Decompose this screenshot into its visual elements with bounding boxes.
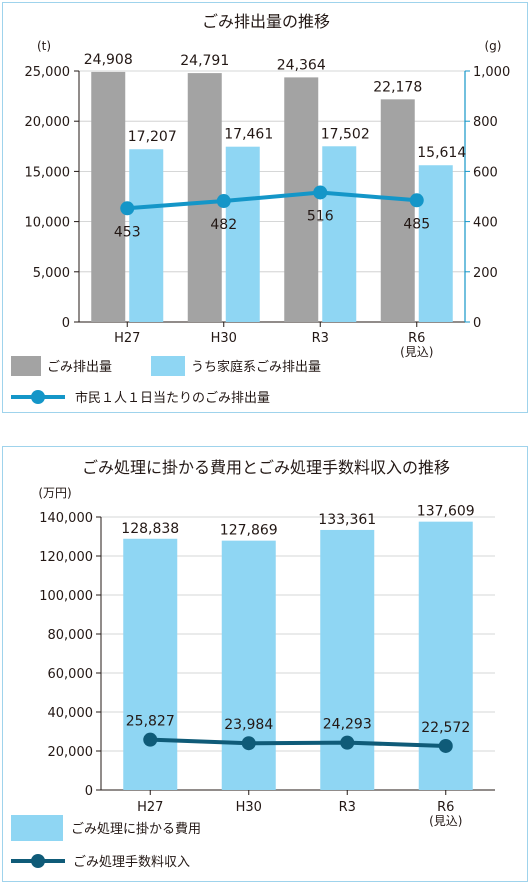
data-label-disposal-cost: 137,609 xyxy=(417,504,475,520)
legend-marker-fee-revenue xyxy=(31,854,45,868)
point-fee-revenue xyxy=(241,736,256,751)
legend-label-total-waste: ごみ排出量 xyxy=(47,359,112,375)
chart-panel-waste-volume: ごみ排出量の推移 (t) (g) 0 5,000 10,000 15,000 20,000 25… xyxy=(2,2,528,413)
chart-panel-disposal-cost: ごみ処理に掛かる費用とごみ処理手数料収入の推移 (万円) 0 20,000 40,000… xyxy=(2,446,528,882)
x-tick-label: R3 xyxy=(339,800,356,815)
x-tick-sublabel: (見込) xyxy=(400,345,433,359)
line-fee-revenue xyxy=(150,737,446,748)
bar-total-waste xyxy=(380,99,415,322)
data-label-per-capita-waste: 485 xyxy=(403,216,430,232)
data-label-household-waste: 15,614 xyxy=(417,145,466,161)
data-label-total-waste: 22,178 xyxy=(373,79,422,95)
bar-household-waste xyxy=(322,146,357,322)
y-tick-label: 100,000 xyxy=(39,589,93,604)
data-label-disposal-cost: 128,838 xyxy=(121,521,179,537)
y-tick-label: 20,000 xyxy=(48,745,94,760)
y-tick-label: 80,000 xyxy=(48,628,94,643)
chart-waste-volume: ごみ排出量の推移 (t) (g) 0 5,000 10,000 15,000 20,000 25… xyxy=(11,12,510,406)
data-label-per-capita-waste: 453 xyxy=(114,224,141,240)
data-label-household-waste: 17,502 xyxy=(321,126,370,142)
y-axis-unit-label: (万円) xyxy=(38,486,71,500)
data-label-total-waste: 24,908 xyxy=(84,52,133,68)
y2-tick-label: 0 xyxy=(473,316,481,331)
data-label-per-capita-waste: 516 xyxy=(307,208,334,224)
bar-total-waste xyxy=(91,71,126,323)
y-tick-label: 140,000 xyxy=(39,511,93,526)
bar-total-waste xyxy=(284,77,319,322)
y-tick-label: 40,000 xyxy=(48,706,94,721)
x-tick-label: H30 xyxy=(236,800,262,815)
legend-swatch-total-waste xyxy=(11,356,41,376)
chart-disposal-cost: ごみ処理に掛かる費用とごみ処理手数料収入の推移 (万円) 0 20,000 40,000… xyxy=(11,458,495,870)
y2-axis-unit-label: (g) xyxy=(485,39,502,53)
y-tick-label: 10,000 xyxy=(25,216,71,231)
data-label-household-waste: 17,207 xyxy=(128,129,177,145)
legend-label-per-capita-waste: 市民１人１日当たりのごみ排出量 xyxy=(75,390,270,406)
y-tick-label: 120,000 xyxy=(39,550,93,565)
bar-disposal-cost xyxy=(123,538,178,790)
point-per-capita-waste xyxy=(216,194,231,209)
data-label-household-waste: 17,461 xyxy=(224,127,273,143)
bar-household-waste xyxy=(418,165,453,322)
line-per-capita-waste xyxy=(127,190,417,211)
y-tick-label: 5,000 xyxy=(33,266,70,281)
point-fee-revenue xyxy=(340,735,355,750)
x-tick-sublabel: (見込) xyxy=(429,814,462,828)
x-tick-label: H30 xyxy=(211,331,237,346)
point-per-capita-waste xyxy=(313,185,328,200)
bar-total-waste xyxy=(187,73,222,322)
chart-title: ごみ処理に掛かる費用とごみ処理手数料収入の推移 xyxy=(82,458,450,477)
point-fee-revenue xyxy=(143,732,158,747)
data-label-disposal-cost: 133,361 xyxy=(318,512,376,528)
y2-tick-label: 400 xyxy=(473,216,498,231)
bar-disposal-cost xyxy=(320,529,375,790)
data-label-total-waste: 24,364 xyxy=(277,57,326,73)
legend-label-disposal-cost: ごみ処理に掛かる費用 xyxy=(71,821,201,837)
bar-household-waste xyxy=(129,149,164,322)
data-label-fee-revenue: 22,572 xyxy=(421,720,470,736)
data-label-disposal-cost: 127,869 xyxy=(220,523,278,539)
legend-swatch-disposal-cost xyxy=(11,815,63,841)
y2-tick-label: 600 xyxy=(473,165,498,180)
y-tick-label: 0 xyxy=(62,316,70,331)
data-label-fee-revenue: 25,827 xyxy=(126,714,175,730)
chart-title: ごみ排出量の推移 xyxy=(202,12,330,31)
legend-label-household-waste: うち家庭系ごみ排出量 xyxy=(191,359,321,375)
x-tick-label: H27 xyxy=(114,331,140,346)
y2-tick-label: 800 xyxy=(473,115,498,130)
x-tick-label: R6 xyxy=(437,800,454,815)
point-fee-revenue xyxy=(438,738,453,753)
x-tick-label: R3 xyxy=(312,331,329,346)
data-label-total-waste: 24,791 xyxy=(180,53,229,69)
y2-tick-label: 200 xyxy=(473,266,498,281)
point-per-capita-waste xyxy=(409,193,424,208)
bar-disposal-cost xyxy=(221,540,276,790)
data-label-fee-revenue: 24,293 xyxy=(323,717,372,733)
x-tick-label: R6 xyxy=(408,331,425,346)
y-tick-label: 0 xyxy=(85,784,93,799)
y-tick-label: 60,000 xyxy=(48,667,94,682)
legend-marker-per-capita-waste xyxy=(31,390,45,404)
legend-label-fee-revenue: ごみ処理手数料収入 xyxy=(73,854,190,870)
y-tick-label: 25,000 xyxy=(25,65,71,80)
y-tick-label: 15,000 xyxy=(25,165,71,180)
legend-swatch-household-waste xyxy=(151,356,185,376)
data-label-per-capita-waste: 482 xyxy=(210,217,237,233)
bar-household-waste xyxy=(225,146,260,322)
y-axis-unit-label: (t) xyxy=(37,39,51,53)
y-tick-label: 20,000 xyxy=(25,115,71,130)
point-per-capita-waste xyxy=(120,201,135,216)
data-label-fee-revenue: 23,984 xyxy=(224,717,273,733)
x-tick-label: H27 xyxy=(137,800,163,815)
y2-tick-label: 1,000 xyxy=(473,65,510,80)
